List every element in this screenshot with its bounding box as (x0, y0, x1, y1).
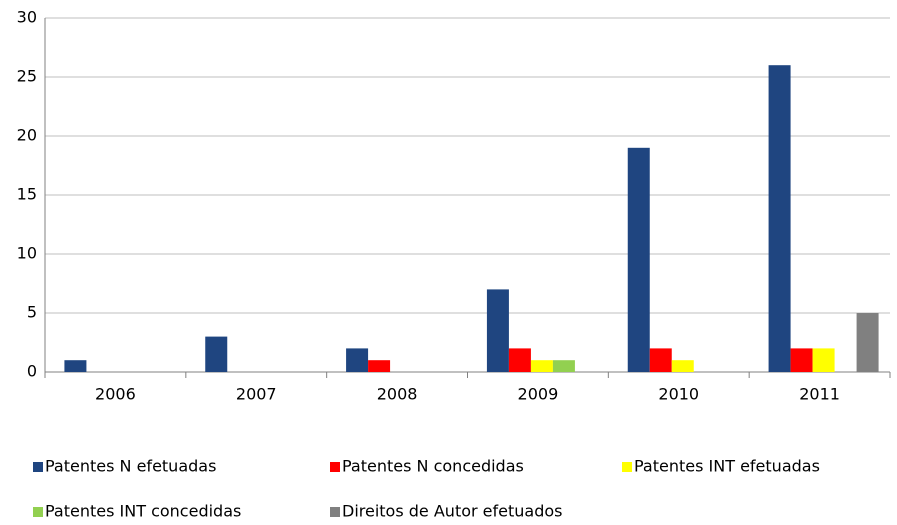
bar (856, 313, 879, 372)
bar (627, 147, 650, 372)
bar (346, 348, 369, 372)
bar (768, 65, 791, 372)
x-tick-label: 2006 (95, 385, 136, 404)
legend-label: Patentes INT efetuadas (634, 457, 820, 476)
legend-label: Patentes INT concedidas (45, 502, 241, 521)
y-tick-label: 15 (17, 185, 37, 204)
legend-swatch (330, 507, 340, 517)
legend-swatch (330, 462, 340, 472)
y-tick-label: 0 (27, 362, 37, 381)
bar (790, 348, 813, 372)
legend-swatch (33, 507, 43, 517)
bar (205, 336, 228, 372)
y-tick-label: 25 (17, 67, 37, 86)
legend-label: Direitos de Autor efetuados (342, 502, 562, 521)
bar (486, 289, 509, 372)
legend-swatch (33, 462, 43, 472)
bar (508, 348, 531, 372)
x-tick-label: 2009 (518, 385, 559, 404)
bar (552, 360, 575, 372)
bar (530, 360, 553, 372)
bar (649, 348, 672, 372)
y-tick-label: 10 (17, 244, 37, 263)
y-tick-label: 30 (17, 8, 37, 27)
y-tick-label: 20 (17, 126, 37, 145)
bar (368, 360, 391, 372)
legend-swatch (622, 462, 632, 472)
x-tick-label: 2007 (236, 385, 277, 404)
x-tick-label: 2010 (658, 385, 699, 404)
bar (671, 360, 694, 372)
y-tick-label: 5 (27, 303, 37, 322)
bar (64, 360, 87, 372)
x-tick-label: 2011 (799, 385, 840, 404)
legend-label: Patentes N efetuadas (45, 457, 216, 476)
legend-label: Patentes N concedidas (342, 457, 524, 476)
bar (812, 348, 835, 372)
x-tick-label: 2008 (377, 385, 418, 404)
